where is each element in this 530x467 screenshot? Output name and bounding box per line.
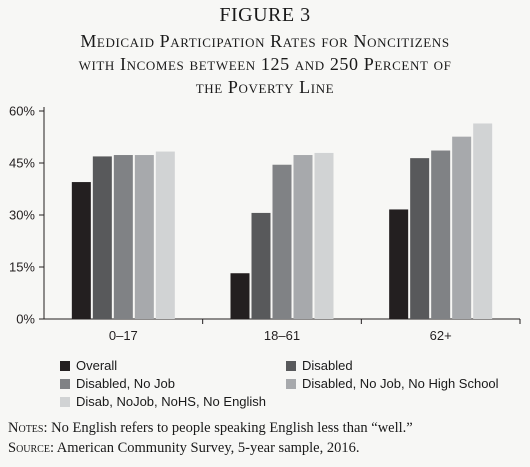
bar <box>155 151 175 319</box>
bar <box>293 155 313 319</box>
bar <box>134 155 154 319</box>
bar <box>452 136 472 319</box>
y-tick-label: 30% <box>9 208 35 223</box>
bar <box>473 123 493 319</box>
bar <box>113 155 133 319</box>
legend-label: Overall <box>76 358 118 373</box>
notes-line: Notes: No English refers to people speak… <box>8 418 528 438</box>
legend-swatch <box>286 361 296 371</box>
source-line: Source: American Community Survey, 5-yea… <box>8 438 528 458</box>
notes-label: Notes: <box>8 420 48 436</box>
legend-swatch <box>60 379 70 389</box>
y-tick-label: 15% <box>9 260 35 275</box>
y-tick-label: 0% <box>16 312 35 327</box>
chart-title: Medicaid Participation Rates for Nonciti… <box>20 30 510 99</box>
y-tick-label: 45% <box>9 156 35 171</box>
x-tick-label: 18–61 <box>264 328 300 343</box>
chart-title-line: Medicaid Participation Rates for Nonciti… <box>80 31 450 51</box>
bar <box>92 156 112 319</box>
bar <box>272 164 292 319</box>
bar <box>314 152 334 319</box>
y-tick-label: 60% <box>9 104 35 119</box>
source-text: American Community Survey, 5-year sample… <box>53 440 360 456</box>
bar <box>389 209 409 319</box>
chart-title-line: with Incomes between 125 and 250 Percent… <box>78 54 452 74</box>
x-tick-label: 62+ <box>430 328 452 343</box>
bar <box>251 212 271 319</box>
notes-block: Notes: No English refers to people speak… <box>8 418 528 458</box>
notes-text: No English refers to people speaking Eng… <box>47 420 413 436</box>
bar <box>410 158 430 319</box>
source-label: Source: <box>8 440 54 456</box>
legend-label: Disab, NoJob, NoHS, No English <box>76 394 267 409</box>
legend-label: Disabled, No Job, No High School <box>302 376 499 391</box>
legend-label: Disabled, No Job <box>76 376 175 391</box>
legend-swatch <box>286 379 296 389</box>
legend: Overall Disabled Disabled, No Job Disabl… <box>60 358 530 412</box>
bar <box>431 150 451 319</box>
bar <box>71 182 91 319</box>
legend-swatch <box>60 397 70 407</box>
legend-swatch <box>60 361 70 371</box>
bar-chart: 0% 15% 30% 45% 60% 0–17 18–61 62+ <box>9 104 521 343</box>
bar <box>230 273 250 319</box>
figure-label: FIGURE 3 <box>219 4 311 26</box>
chart-title-line: the Poverty Line <box>195 77 335 97</box>
x-tick-label: 0–17 <box>109 328 138 343</box>
legend-label: Disabled <box>302 358 353 373</box>
